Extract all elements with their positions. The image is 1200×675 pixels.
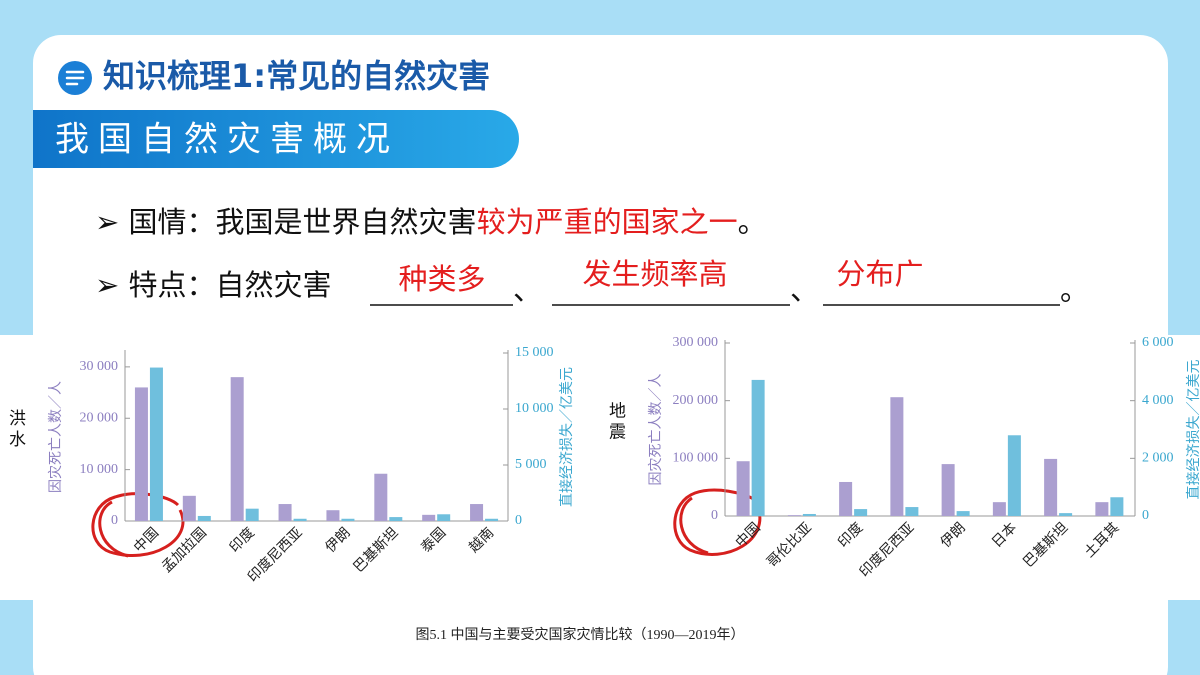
y2-axis-title: 直接经济损失／亿美元: [1185, 360, 1200, 500]
title: 知识梳理1:常见的自然灾害: [103, 57, 490, 95]
separator: 。: [1060, 273, 1089, 307]
bar: [389, 517, 403, 521]
separator: 、: [513, 273, 542, 307]
bar: [787, 515, 801, 516]
answer: 分布广: [836, 257, 923, 291]
bar: [470, 504, 484, 521]
bar: [374, 473, 388, 521]
answer: 发生频率高: [582, 257, 727, 291]
bar: [134, 387, 148, 521]
bar: [437, 514, 451, 521]
answers: 种类多 发生频率高 分布广: [398, 257, 923, 296]
bar: [230, 377, 244, 521]
bar: [751, 379, 765, 516]
side-label: 洪水: [5, 409, 26, 451]
bar: [1044, 458, 1058, 516]
y-tick-label: 0: [711, 508, 718, 523]
bar: [890, 397, 904, 516]
bar: [245, 508, 259, 521]
bar: [149, 367, 163, 521]
bullet-1: ➢ 国情：我国是世界自然灾害较为严重的国家之一。: [95, 205, 767, 239]
bar: [1110, 497, 1124, 516]
y-tick-label: 20 000: [80, 410, 119, 425]
y2-axis-title: 直接经济损失／亿美元: [558, 367, 575, 507]
y2-tick-label: 0: [1142, 508, 1149, 523]
bar: [736, 461, 750, 516]
bar: [197, 515, 211, 521]
bar: [485, 518, 499, 521]
bar: [839, 481, 853, 516]
bullet-label: 特点：: [129, 268, 216, 302]
y2-tick-label: 4 000: [1142, 393, 1174, 408]
bullet-end: 。: [738, 205, 767, 239]
bullet-2: ➢ 特点：自然灾害: [95, 268, 332, 302]
bar: [941, 464, 955, 516]
subtitle-pill: [33, 110, 519, 168]
chart-panel: [0, 335, 1200, 600]
caption: 图5.1 中国与主要受灾国家灾情比较（1990—2019年）: [416, 626, 745, 643]
y-tick-label: 10 000: [80, 462, 119, 477]
y-axis-title: 因灾死亡人数／人: [647, 374, 664, 486]
bar: [802, 513, 816, 516]
bar: [278, 504, 292, 521]
y2-tick-label: 5 000: [515, 457, 547, 472]
bar: [182, 495, 196, 521]
y-axis-title: 因灾死亡人数／人: [47, 381, 64, 493]
side-label: 地震: [605, 401, 626, 443]
y-tick-label: 100 000: [673, 451, 719, 466]
bar: [326, 510, 340, 521]
y2-tick-label: 6 000: [1142, 335, 1174, 350]
bar: [1095, 502, 1109, 516]
bar: [1059, 513, 1073, 516]
bar: [905, 507, 919, 516]
separator: 、: [790, 273, 819, 307]
bullet-text: 自然灾害: [216, 268, 332, 302]
bar: [956, 511, 970, 516]
answer: 种类多: [398, 262, 485, 296]
bar: [854, 509, 868, 516]
subtitle: 我国自然灾害概况: [55, 120, 399, 160]
y2-tick-label: 0: [515, 513, 522, 528]
y-tick-label: 200 000: [673, 393, 719, 408]
bullet-mark: ➢: [95, 268, 129, 302]
icon-lines: [65, 70, 85, 86]
bar: [341, 518, 355, 521]
y2-tick-label: 10 000: [515, 401, 554, 416]
y-tick-label: 0: [111, 513, 118, 528]
y-tick-label: 300 000: [673, 335, 719, 350]
bullet-label: 国情：: [129, 205, 216, 239]
y-tick-label: 30 000: [80, 359, 119, 374]
bullet-mark: ➢: [95, 205, 129, 239]
separators: 、 、 。: [513, 273, 1089, 307]
bar: [422, 514, 436, 521]
bullet-text: 我国是世界自然灾害: [216, 205, 477, 239]
bullet-highlight: 较为严重的国家之一: [477, 205, 738, 239]
bar: [293, 518, 307, 521]
bar: [1007, 435, 1021, 516]
y2-tick-label: 2 000: [1142, 451, 1174, 466]
bar: [992, 502, 1006, 516]
y2-tick-label: 15 000: [515, 345, 554, 360]
